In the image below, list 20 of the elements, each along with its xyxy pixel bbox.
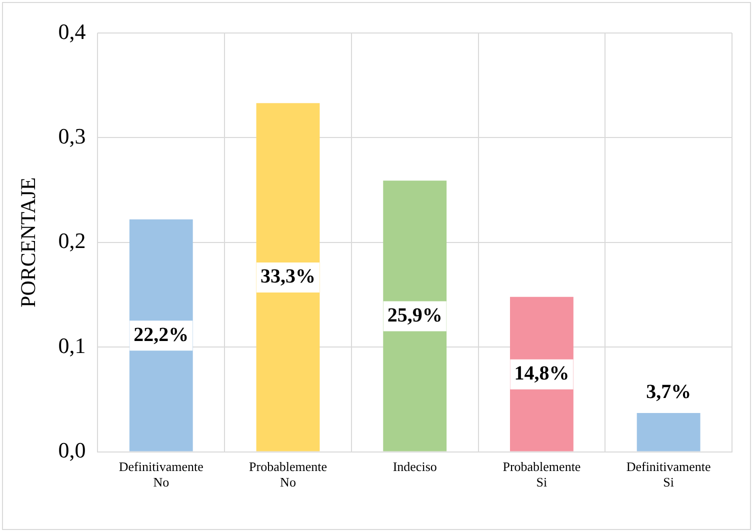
y-tick-label: 0,1 [58, 332, 86, 358]
x-tick-label: Definitivamente Si [626, 459, 712, 490]
x-tick-label: Probablemente No [249, 459, 328, 490]
x-tick-label: Indeciso [392, 459, 437, 474]
y-tick-label: 0,2 [58, 228, 86, 254]
x-tick-label: Definitivamente No [118, 459, 204, 490]
data-label: 3,7% [646, 381, 692, 404]
data-label: 33,3% [260, 266, 316, 288]
y-tick-label: 0,4 [58, 18, 86, 44]
data-label: 14,8% [514, 362, 570, 384]
data-label: 22,2% [134, 324, 189, 346]
bar [383, 180, 447, 452]
x-tick-label: Probablemente Si [502, 459, 581, 490]
y-tick-label: 0,3 [58, 123, 86, 148]
bar [256, 103, 320, 452]
bar [129, 219, 193, 452]
bar [636, 413, 700, 452]
data-label: 25,9% [387, 304, 442, 326]
y-axis-title: PORCENTAJE [16, 177, 40, 308]
y-tick-label: 0,0 [58, 438, 86, 463]
